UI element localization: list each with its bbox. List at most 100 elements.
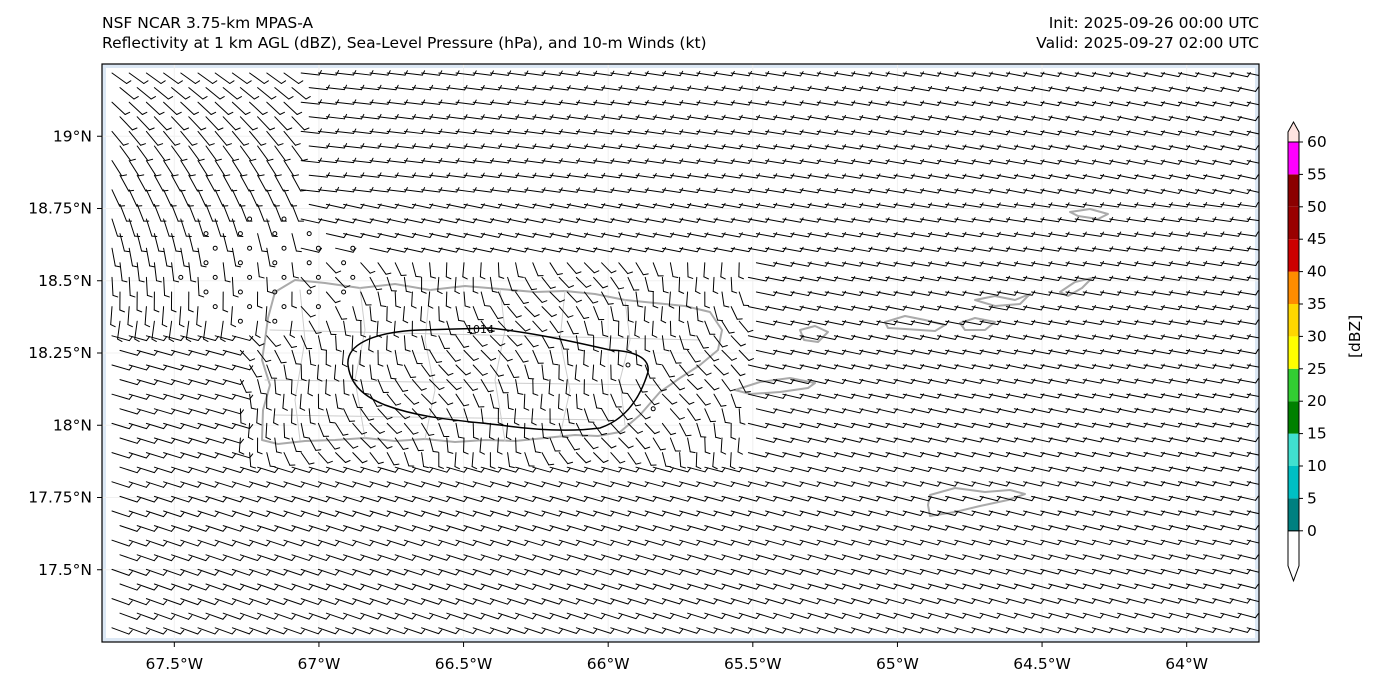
wind-barb	[266, 72, 287, 85]
wind-barb	[696, 217, 718, 223]
wind-barb	[136, 291, 143, 313]
wind-barb	[1168, 319, 1191, 325]
wind-barb	[1013, 173, 1036, 180]
wind-barb	[721, 202, 743, 209]
calm-wind-marker	[247, 245, 253, 251]
wind-barb	[566, 291, 582, 303]
wind-barb	[988, 275, 1011, 282]
wind-barb	[472, 276, 479, 294]
wind-barb	[274, 116, 293, 131]
wind-barb	[996, 261, 1019, 267]
wind-barb	[1013, 86, 1036, 92]
wind-barbs	[110, 70, 1259, 635]
wind-barb	[1023, 71, 1045, 77]
wind-barb	[222, 87, 242, 100]
wind-barb	[851, 276, 873, 282]
wind-barb	[687, 262, 694, 279]
wind-barb	[876, 202, 898, 208]
wind-barb	[859, 261, 881, 267]
wind-barb	[851, 158, 873, 165]
wind-barb	[919, 158, 942, 165]
wind-barb	[1082, 86, 1105, 92]
wind-barb	[507, 306, 522, 318]
wind-barb	[919, 129, 942, 136]
wind-barb	[128, 130, 146, 146]
wind-barb	[687, 202, 709, 209]
wind-barb	[111, 276, 119, 298]
wind-barb	[635, 262, 649, 276]
wind-barb	[910, 320, 933, 326]
wind-barb	[153, 116, 172, 131]
wind-barb	[283, 335, 298, 349]
wind-barb	[119, 116, 138, 131]
wind-barb	[180, 247, 190, 268]
wind-barb	[1057, 130, 1079, 136]
wind-barb	[902, 71, 925, 77]
wind-barb	[136, 116, 155, 131]
wind-barb	[919, 246, 942, 252]
wind-barb	[635, 203, 657, 209]
wind-barb	[945, 144, 967, 150]
wind-barb	[119, 233, 130, 253]
x-tick-label: 66.5°W	[435, 655, 493, 673]
wind-barb	[427, 291, 434, 309]
wind-barb	[1013, 261, 1036, 267]
calm-wind-marker	[203, 231, 209, 237]
wind-barb	[163, 218, 175, 237]
wind-barb	[704, 320, 716, 335]
wind-barb	[902, 188, 925, 194]
wind-barb	[679, 217, 701, 223]
wind-barb	[996, 290, 1019, 296]
wind-barb	[205, 145, 222, 162]
y-tick-label: 18°N	[53, 416, 92, 434]
wind-barb	[954, 305, 976, 311]
wind-barb	[1117, 86, 1139, 92]
wind-barb	[807, 202, 829, 208]
colorbar: 0 5 10 15 20 25 30 35 40 45 50 55 60 [dBZ]	[1287, 120, 1364, 583]
wind-barb	[945, 290, 967, 296]
wind-barb	[885, 100, 907, 106]
wind-barb	[308, 320, 322, 334]
wind-barb	[876, 261, 898, 267]
wind-barb	[532, 262, 544, 277]
wind-barb	[239, 116, 258, 131]
wind-barb	[1082, 173, 1105, 180]
wind-barb	[583, 203, 606, 209]
wind-barb	[962, 319, 984, 326]
wind-barb	[128, 72, 149, 85]
st-john-coastline	[959, 317, 996, 331]
wind-barb	[910, 290, 933, 296]
wind-barb	[472, 306, 484, 321]
wind-barb	[910, 231, 933, 238]
wind-barb	[893, 261, 915, 267]
y-tick-label: 17.5°N	[38, 561, 92, 579]
wind-barb	[1040, 275, 1062, 282]
wind-barb	[954, 275, 976, 282]
wind-barb	[1023, 100, 1045, 107]
wind-barb	[231, 218, 244, 237]
wind-barb	[1065, 86, 1087, 92]
wind-barb	[335, 335, 342, 352]
wind-barb	[902, 100, 925, 106]
wind-barb	[627, 276, 640, 291]
wind-barb	[833, 71, 856, 77]
wind-barb	[954, 129, 976, 136]
wind-barb	[377, 291, 387, 308]
wind-barb	[652, 262, 664, 277]
wind-barb	[335, 247, 357, 253]
wind-barb	[283, 130, 301, 146]
wind-barb	[902, 275, 925, 282]
wind-barb	[927, 115, 950, 121]
wind-barb	[188, 262, 197, 283]
wind-barb	[1246, 247, 1259, 251]
wind-barb	[971, 275, 993, 282]
wind-barb	[283, 72, 304, 85]
wind-barb	[902, 217, 925, 223]
y-tick-label: 18.5°N	[38, 272, 92, 290]
wind-barb	[1065, 173, 1087, 180]
wind-barb	[1168, 290, 1191, 296]
x-tick-label: 64°W	[1165, 655, 1208, 673]
calm-wind-marker	[247, 274, 253, 280]
wind-barb	[128, 160, 145, 177]
wind-barb	[841, 232, 864, 238]
